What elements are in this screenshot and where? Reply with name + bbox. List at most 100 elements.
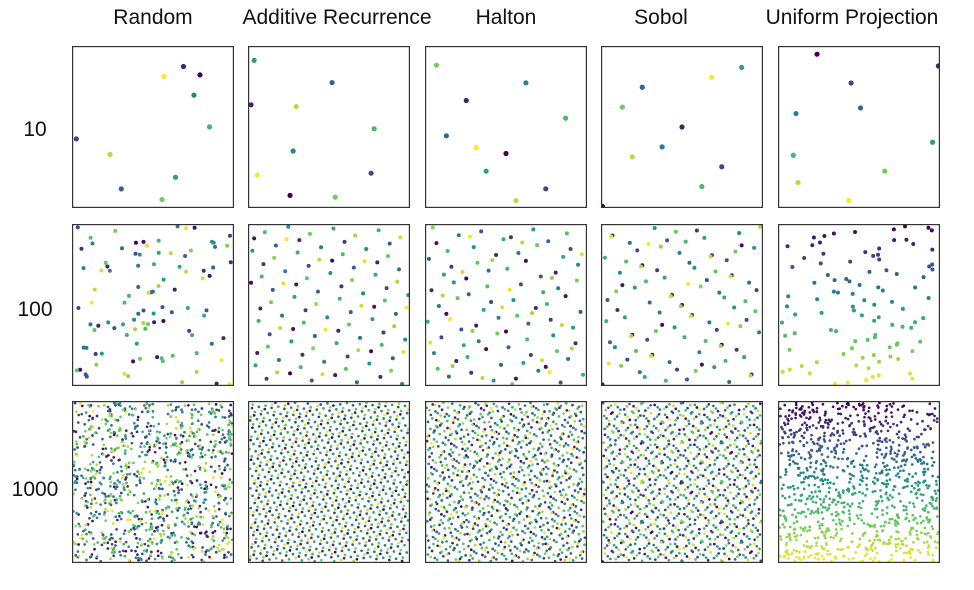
scatter-point: [538, 555, 542, 558]
scatter-point: [121, 476, 124, 480]
scatter-point: [137, 517, 141, 521]
scatter-point: [335, 427, 339, 431]
scatter-point: [477, 503, 481, 506]
scatter-point: [350, 412, 354, 416]
scatter-point: [910, 455, 914, 459]
scatter-point: [511, 298, 516, 303]
scatter-point: [668, 497, 672, 501]
scatter-point: [321, 458, 324, 462]
scatter-point: [701, 540, 704, 544]
scatter-point: [271, 553, 275, 556]
scatter-point: [382, 485, 386, 488]
scatter-point: [145, 401, 149, 405]
scatter-point: [140, 410, 144, 414]
scatter-point: [250, 455, 254, 458]
scatter-point: [578, 309, 583, 314]
scatter-point: [302, 475, 306, 478]
scatter-point: [681, 534, 685, 537]
scatter-point: [400, 516, 404, 520]
scatter-point: [426, 476, 430, 480]
scatter-point: [368, 467, 372, 471]
scatter-point: [719, 559, 723, 562]
scatter-point: [118, 426, 122, 430]
scatter-point: [251, 422, 255, 426]
scatter-point: [124, 463, 128, 466]
scatter-point: [524, 494, 527, 498]
scatter-point: [685, 555, 689, 558]
scatter-point: [138, 356, 143, 361]
scatter-point: [461, 484, 465, 487]
scatter-point: [602, 493, 606, 497]
scatter-point: [302, 478, 305, 482]
scatter-point: [342, 514, 346, 517]
scatter-point: [656, 525, 659, 528]
scatter-point: [289, 406, 293, 409]
scatter-point: [167, 555, 171, 559]
scatter-point: [649, 523, 653, 527]
scatter-point: [366, 460, 370, 464]
scatter-point: [200, 550, 204, 553]
scatter-point: [574, 470, 578, 473]
scatter-point: [652, 503, 655, 507]
scatter-point: [651, 450, 654, 454]
scatter-point: [207, 421, 211, 424]
scatter-point: [558, 456, 561, 460]
scatter-point: [281, 419, 284, 423]
scatter-point: [356, 506, 360, 509]
scatter-point: [128, 472, 132, 476]
scatter-point: [814, 360, 819, 365]
scatter-point: [288, 486, 291, 490]
scatter-point: [710, 449, 713, 453]
scatter-point: [75, 511, 79, 515]
scatter-point: [443, 415, 447, 419]
scatter-point: [450, 534, 454, 538]
scatter-point: [573, 420, 577, 423]
scatter-point: [718, 507, 721, 511]
scatter-point: [325, 315, 330, 320]
scatter-point: [110, 424, 113, 427]
scatter-point: [519, 542, 522, 545]
scatter-point: [848, 80, 854, 86]
scatter-point: [357, 522, 361, 526]
scatter-point: [492, 479, 496, 483]
scatter-point: [467, 407, 470, 411]
scatter-point: [693, 368, 698, 373]
scatter-point: [667, 482, 671, 485]
scatter-point: [252, 236, 257, 241]
scatter-point: [808, 411, 812, 414]
scatter-point: [616, 515, 620, 519]
scatter-point: [758, 533, 762, 536]
scatter-point: [98, 461, 102, 464]
scatter-point: [148, 442, 152, 446]
scatter-point: [373, 550, 376, 554]
scatter-point: [133, 532, 137, 536]
scatter-point: [560, 523, 563, 526]
scatter-point: [445, 419, 449, 423]
scatter-point: [205, 487, 209, 491]
scatter-point: [518, 421, 522, 425]
scatter-point: [618, 487, 622, 491]
scatter-point: [707, 482, 711, 485]
scatter-point: [919, 459, 923, 462]
scatter-point: [110, 546, 113, 550]
scatter-point: [345, 473, 348, 476]
scatter-point: [524, 434, 527, 438]
scatter-point: [162, 458, 166, 462]
scatter-point: [176, 453, 179, 456]
scatter-point: [295, 547, 299, 551]
scatter-point: [344, 433, 347, 437]
scatter-point: [340, 549, 344, 553]
scatter-point: [284, 534, 288, 538]
scatter-point: [731, 550, 735, 554]
scatter-point: [136, 311, 141, 316]
scatter-point: [547, 438, 551, 442]
scatter-point: [884, 409, 887, 413]
scatter-point: [279, 480, 283, 484]
scatter-point: [359, 490, 362, 494]
scatter-point: [618, 492, 622, 495]
scatter-point: [262, 416, 266, 420]
scatter-point: [520, 468, 524, 472]
scatter-point: [265, 344, 270, 349]
scatter-point: [878, 436, 882, 440]
scatter-point: [283, 446, 287, 450]
